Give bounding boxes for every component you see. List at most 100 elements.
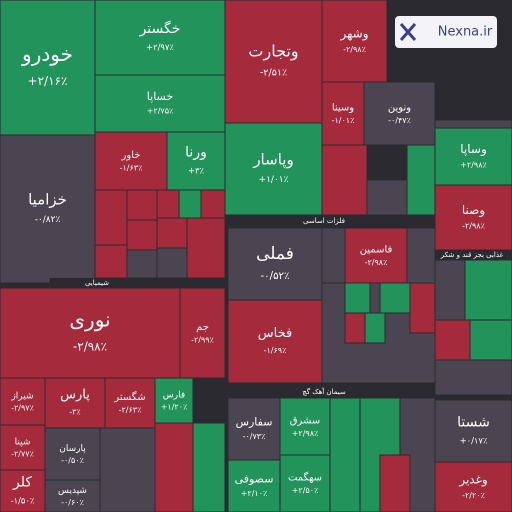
tile — [344, 227, 408, 284]
tile-name: سصوفی — [235, 472, 274, 485]
tile — [227, 397, 281, 461]
tile-change: +۲/۷۵٪ — [147, 107, 174, 116]
tile — [94, 0, 226, 76]
tile-name: شپنا — [15, 438, 31, 448]
tile-change: +۱/۰۱٪ — [259, 175, 289, 185]
tile — [434, 127, 512, 186]
tile-name: وغدیر — [458, 472, 487, 487]
tile-change: -۱/۰۱٪ — [332, 116, 355, 125]
sector-label: غذایی بجز قند و شکر — [440, 251, 504, 259]
tile-change: +۲/۱۰٪ — [241, 489, 268, 498]
tile-name: وشهر — [339, 26, 368, 41]
tile — [227, 227, 323, 301]
tile-name: شپدیس — [58, 486, 87, 496]
tile-name: خاور — [121, 150, 141, 161]
tile — [0, 469, 46, 512]
tile — [0, 0, 96, 136]
tile — [279, 397, 331, 456]
tile — [0, 287, 181, 379]
tile-change: +۰/۱۷٪ — [460, 435, 488, 445]
tile-name: ونوین — [388, 103, 411, 114]
tile-name: شستا — [457, 415, 490, 431]
tile — [44, 377, 106, 429]
sector-bar — [299, 216, 349, 226]
sector-label: سیمان آهک گچ — [302, 387, 346, 396]
tile — [94, 74, 226, 133]
tile-name: وپاسار — [252, 151, 293, 170]
tile-name: پارس — [60, 388, 90, 403]
filler-tiles — [94, 119, 512, 512]
tile-change: +۲/۹۷٪ — [146, 42, 174, 52]
tile-change: -۲/۹۸٪ — [73, 340, 107, 354]
tile — [166, 131, 226, 191]
tile — [104, 377, 156, 429]
tile — [179, 287, 226, 379]
tile — [154, 377, 194, 424]
tile — [279, 454, 331, 512]
tile-name: کلر — [12, 475, 32, 491]
tile-change: -۱/۶۹٪ — [264, 346, 287, 355]
tile-change: -۲/۹۸٪ — [365, 258, 388, 267]
tile-name: پارسان — [59, 444, 86, 454]
tile-change: -۰/۵۲٪ — [261, 271, 290, 282]
sector-bar — [49, 278, 145, 288]
tile-change: -۲/۵۱٪ — [260, 68, 287, 79]
tile — [0, 134, 96, 284]
tile-name: شگستر — [113, 391, 145, 403]
tile-name: وساپا — [460, 142, 487, 157]
tile-name: خزامیا — [28, 191, 67, 209]
tile-change: -۰/۷۳٪ — [243, 432, 266, 441]
tile — [227, 299, 323, 384]
logo: Nexna.ir — [395, 16, 497, 48]
tile — [434, 184, 512, 251]
tile — [434, 399, 512, 463]
tile-name: فملی — [256, 244, 294, 264]
tile — [224, 122, 323, 216]
tile-name: سهگمت — [288, 472, 322, 484]
tile-name: نوری — [69, 308, 110, 332]
sector-bar — [299, 387, 349, 397]
tile-change: +۲/۵۰٪ — [292, 486, 319, 495]
sector-bar — [437, 250, 507, 260]
tile-name: خودرو — [21, 42, 73, 66]
tile-name: سفارس — [236, 415, 273, 428]
tile-name: فارس — [163, 391, 185, 401]
tile-name: وصنا — [462, 203, 485, 218]
tile-change: +۳٪ — [188, 165, 204, 175]
tile-name: فاسمین — [360, 245, 393, 256]
tile-name: جم — [196, 322, 209, 333]
tile — [321, 81, 365, 146]
tile-name: سشرق — [290, 416, 321, 427]
tile — [227, 459, 281, 512]
tile-change: -۲/۷۷٪ — [11, 449, 34, 458]
tile — [44, 427, 101, 481]
tile-change: -۰/۴۷٪ — [388, 116, 411, 125]
tile-name: وتجارت — [248, 41, 298, 61]
sector-label: فلزات اساسی — [303, 217, 345, 225]
tile-change: +۲/۹۸٪ — [292, 429, 319, 438]
tile-change: -۰/۶۰٪ — [61, 498, 84, 507]
tile-change: +۱/۲۰٪ — [161, 402, 188, 411]
tile — [224, 0, 323, 124]
tile — [321, 0, 388, 83]
tile-change: -۲/۲۰٪ — [462, 491, 485, 500]
logo-icon — [399, 23, 417, 41]
tile — [94, 131, 168, 191]
tile-change: -۲/۹۸٪ — [343, 45, 366, 54]
tile-change: +۲/۹۸٪ — [460, 160, 487, 169]
tile-name: وسینا — [332, 103, 354, 114]
tile-name: خگستر — [139, 20, 181, 37]
tile-name: خساپا — [147, 90, 173, 103]
tile-name: ورنا — [185, 145, 207, 161]
tile-change: +۲/۱۶٪ — [28, 74, 68, 88]
tile-change: -۲/۹۹٪ — [191, 336, 214, 345]
tile-change: -۰/۸۲٪ — [35, 215, 61, 225]
tile-change: -۱/۵۰٪ — [11, 495, 35, 505]
logo-box — [395, 16, 497, 48]
logo-text: Nexna.ir — [438, 25, 493, 40]
tile-name: فخاس — [258, 326, 292, 341]
tile-change: -۲/۹۷٪ — [11, 403, 34, 412]
tile-change: -۲/۹۸٪ — [462, 221, 485, 230]
tile-change: -۲/۶۳٪ — [119, 406, 142, 415]
